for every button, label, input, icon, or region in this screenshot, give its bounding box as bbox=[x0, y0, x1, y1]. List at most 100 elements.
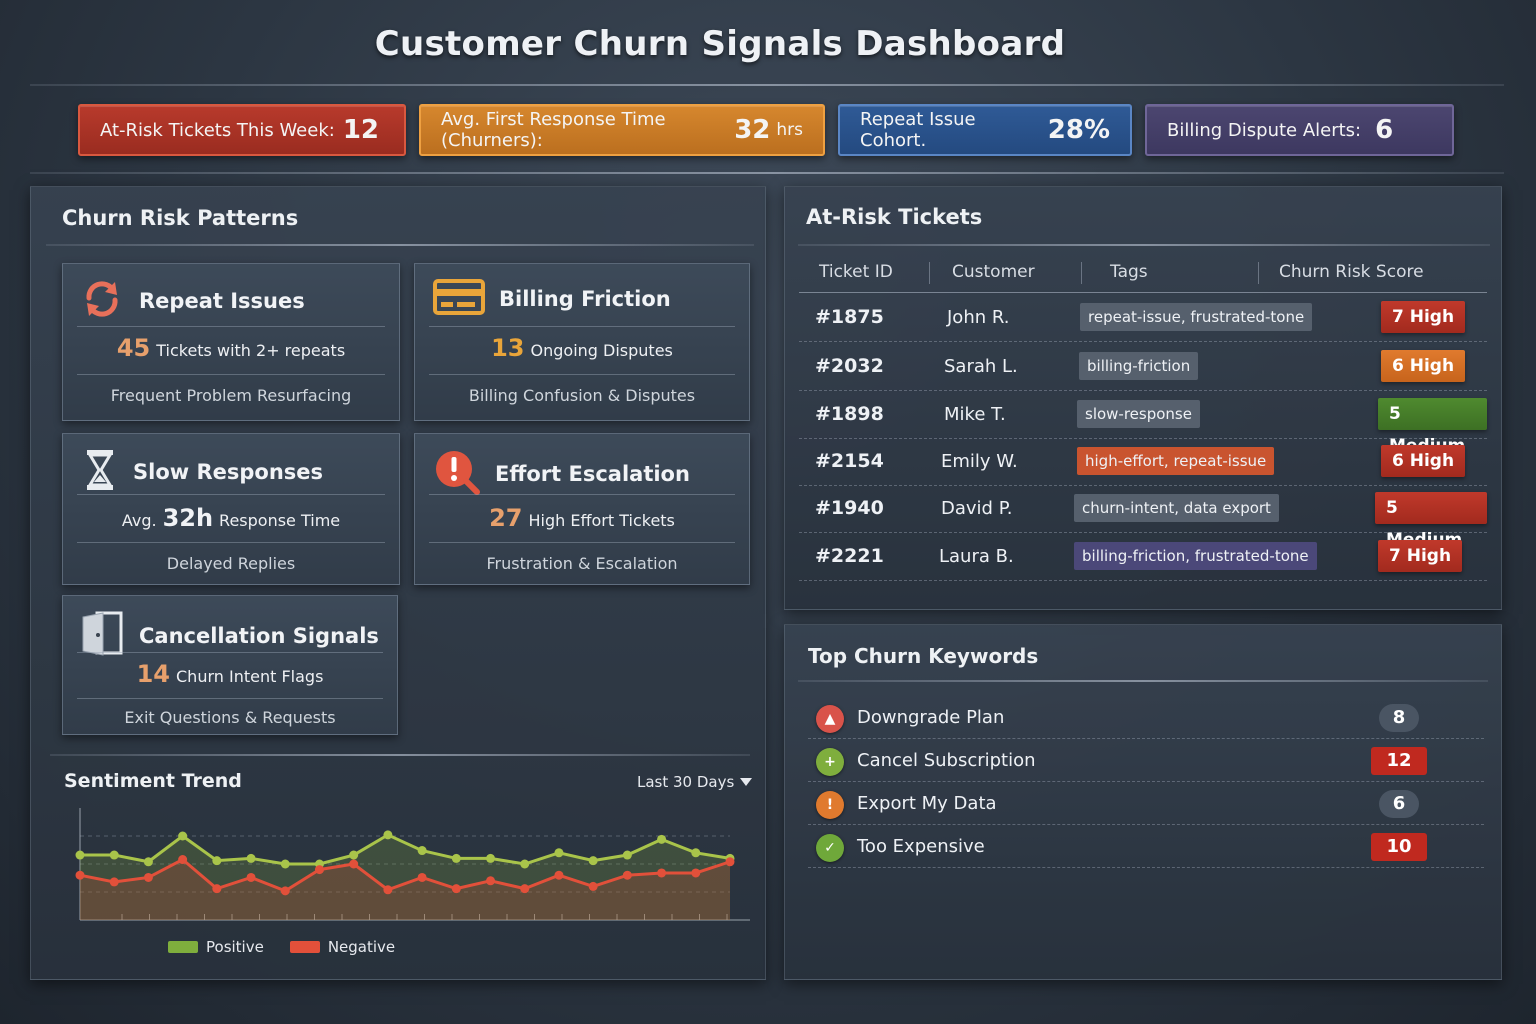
table-row[interactable]: #2154 Emily W. high-effort, repeat-issue… bbox=[799, 438, 1487, 486]
keyword-label: Cancel Subscription bbox=[857, 750, 1036, 771]
data-point-negative bbox=[109, 877, 119, 887]
keyword-item[interactable]: ▲ Downgrade Plan 8 bbox=[808, 696, 1484, 739]
card-divider bbox=[429, 494, 735, 495]
keyword-item[interactable]: ✓ Too Expensive 10 bbox=[808, 825, 1484, 868]
ticket-tags: billing-friction bbox=[1079, 352, 1199, 380]
card-divider bbox=[77, 326, 385, 327]
risk-score-badge: 5 Medium bbox=[1378, 398, 1487, 456]
card-stat-label: Churn Intent Flags bbox=[176, 667, 324, 686]
kpi-label: Repeat Issue Cohort. bbox=[860, 109, 976, 151]
card-stat-value: 14 bbox=[136, 660, 170, 688]
risk-score-badge: 5 Medium bbox=[1375, 492, 1487, 550]
card-stat-value: 32h bbox=[162, 504, 214, 532]
refresh-icon bbox=[81, 278, 123, 324]
hourglass-icon bbox=[81, 448, 119, 496]
title-divider bbox=[30, 84, 1504, 86]
table-row[interactable]: #1940 David P. churn-intent, data export… bbox=[799, 485, 1487, 550]
card-stat: 13 Ongoing Disputes bbox=[415, 334, 749, 362]
arrow-up-icon: ▲ bbox=[816, 705, 844, 733]
card-stat-label: Ongoing Disputes bbox=[530, 341, 673, 360]
data-point-positive bbox=[657, 834, 667, 844]
card-stat-value: 27 bbox=[489, 504, 523, 532]
range-dropdown[interactable]: Last 30 Days bbox=[637, 773, 753, 791]
kpi-value: 12 bbox=[342, 115, 380, 145]
customer-name: David P. bbox=[941, 498, 1013, 519]
data-point-positive bbox=[417, 846, 427, 856]
keyword-label: Export My Data bbox=[857, 793, 997, 814]
data-point-negative bbox=[725, 857, 735, 867]
keyword-item[interactable]: + Cancel Subscription 12 bbox=[808, 739, 1484, 782]
credit-card-icon bbox=[433, 278, 485, 320]
panel-divider bbox=[46, 244, 754, 246]
customer-name: Laura B. bbox=[939, 546, 1014, 567]
keyword-item[interactable]: ! Export My Data 6 bbox=[808, 782, 1484, 825]
data-point-positive bbox=[554, 848, 564, 858]
plus-icon: + bbox=[816, 748, 844, 776]
data-point-positive bbox=[691, 848, 701, 858]
keyword-count: 8 bbox=[1379, 704, 1419, 732]
col-header-risk-score[interactable]: Churn Risk Score bbox=[1279, 262, 1424, 282]
card-title: Slow Responses bbox=[133, 460, 324, 484]
card-stat-label: Tickets with 2+ repeats bbox=[156, 341, 346, 360]
cancellation-signals-card[interactable]: Cancellation Signals 14 Churn Intent Flag… bbox=[62, 595, 398, 735]
data-point-positive bbox=[622, 850, 632, 860]
repeat-issues-card[interactable]: Repeat Issues 45 Tickets with 2+ repeats … bbox=[62, 263, 400, 421]
card-stat-label: High Effort Tickets bbox=[528, 511, 675, 530]
ticket-tags: repeat-issue, frustrated-tone bbox=[1080, 303, 1313, 331]
card-subtitle: Exit Questions & Requests bbox=[124, 708, 336, 727]
data-point-positive bbox=[451, 853, 461, 863]
ticket-id: #1940 bbox=[815, 497, 884, 519]
risk-score-badge: 6 High bbox=[1381, 445, 1466, 477]
card-divider bbox=[77, 374, 385, 375]
kpi-repeat-issue-cohort[interactable]: Repeat Issue Cohort. 28% bbox=[838, 104, 1132, 156]
data-point-negative bbox=[657, 868, 667, 878]
kpi-billing-dispute-alerts[interactable]: Billing Dispute Alerts: 6 bbox=[1145, 104, 1454, 156]
data-point-negative bbox=[212, 884, 222, 894]
customer-name: Sarah L. bbox=[944, 356, 1018, 377]
card-stat-value: 45 bbox=[116, 334, 151, 362]
series-area-negative bbox=[80, 859, 730, 920]
data-point-negative bbox=[554, 870, 564, 880]
keyword-label: Downgrade Plan bbox=[857, 707, 1005, 728]
kpi-value: 6 bbox=[1375, 115, 1394, 145]
keyword-count: 10 bbox=[1371, 833, 1427, 861]
keyword-label: Too Expensive bbox=[857, 836, 985, 857]
sentiment-title: Sentiment Trend bbox=[64, 770, 242, 792]
card-title: Billing Friction bbox=[499, 287, 671, 311]
chevron-down-icon bbox=[740, 778, 753, 786]
data-point-positive bbox=[520, 859, 530, 869]
risk-score-badge: 7 High bbox=[1381, 301, 1466, 333]
panel-divider bbox=[798, 244, 1490, 246]
card-title: Repeat Issues bbox=[139, 289, 305, 313]
data-point-negative bbox=[246, 872, 256, 882]
card-stat: 14 Churn Intent Flags bbox=[63, 660, 397, 688]
kpi-at-risk-tickets[interactable]: At-Risk Tickets This Week: 12 bbox=[78, 104, 406, 156]
kpi-first-response-time[interactable]: Avg. First Response Time (Churners): 32 … bbox=[419, 104, 825, 156]
sentiment-chart bbox=[75, 808, 750, 921]
table-row[interactable]: #1875 John R. repeat-issue, frustrated-t… bbox=[799, 294, 1487, 342]
col-header-customer[interactable]: Customer bbox=[952, 262, 1035, 282]
table-row[interactable]: #2221 Laura B. billing-friction, frustra… bbox=[799, 533, 1487, 581]
card-divider bbox=[77, 698, 383, 699]
effort-escalation-card[interactable]: Effort Escalation 27 High Effort Tickets … bbox=[414, 433, 750, 585]
card-stat-value: 13 bbox=[491, 334, 525, 362]
kpi-divider bbox=[30, 172, 1504, 174]
col-separator bbox=[1258, 262, 1259, 284]
data-point-negative bbox=[486, 876, 496, 886]
data-point-positive bbox=[486, 853, 496, 863]
col-header-ticket-id[interactable]: Ticket ID bbox=[819, 262, 893, 282]
billing-friction-card[interactable]: Billing Friction 13 Ongoing Disputes Bill… bbox=[414, 263, 750, 421]
table-row[interactable]: #1898 Mike T. slow-response 5 Medium bbox=[799, 391, 1487, 456]
data-point-positive bbox=[178, 831, 188, 841]
table-row[interactable]: #2032 Sarah L. billing-friction 6 High bbox=[799, 343, 1487, 391]
ticket-id: #2032 bbox=[815, 355, 884, 377]
slow-responses-card[interactable]: Slow Responses Avg. 32h Response Time Dela… bbox=[62, 433, 400, 585]
keyword-count: 6 bbox=[1379, 790, 1419, 818]
ticket-id: #1875 bbox=[815, 306, 884, 328]
risk-score-badge: 7 High bbox=[1378, 540, 1463, 572]
kpi-unit: hrs bbox=[776, 120, 803, 140]
col-header-tags[interactable]: Tags bbox=[1110, 262, 1148, 282]
range-dropdown-label: Last 30 Days bbox=[637, 773, 735, 791]
data-point-positive bbox=[349, 850, 359, 860]
card-subtitle: Delayed Replies bbox=[166, 554, 296, 573]
